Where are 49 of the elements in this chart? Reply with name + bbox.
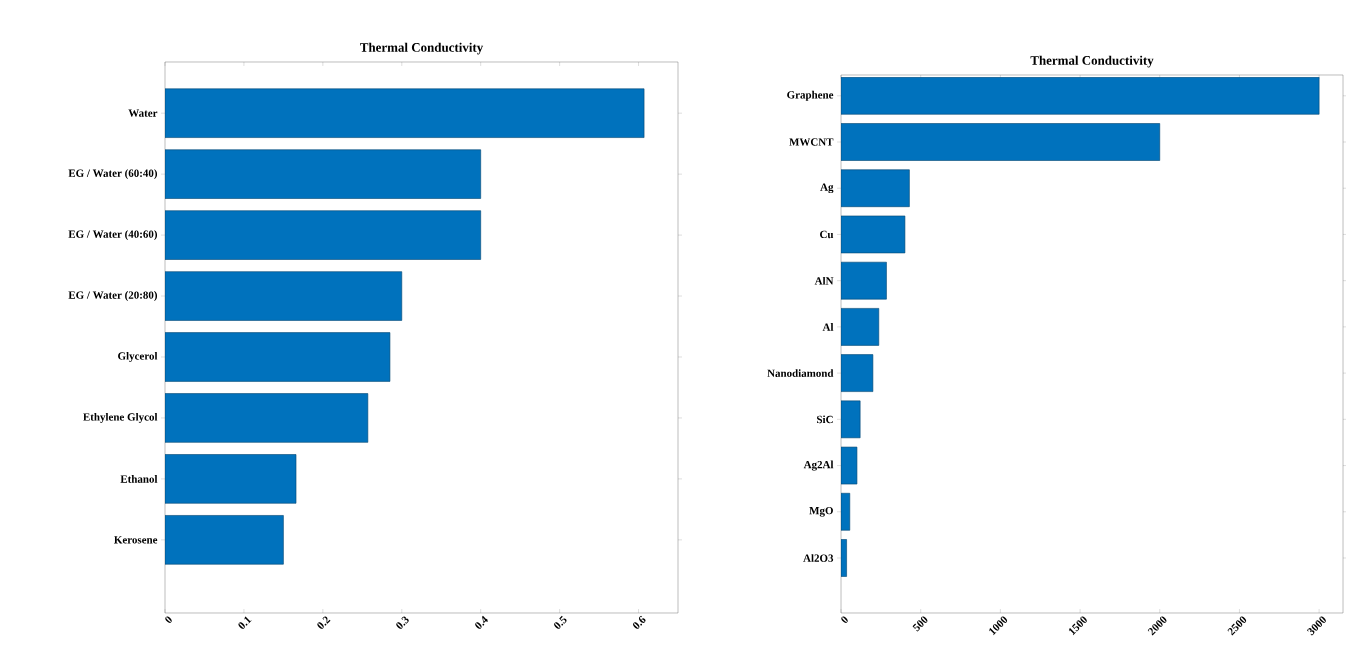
y-tick-label: MgO	[809, 506, 833, 517]
y-tick-label: EG / Water (40:60)	[68, 230, 158, 241]
x-tick-label: 0.2	[317, 616, 331, 629]
y-tick-label: EG / Water (20:80)	[68, 291, 158, 302]
y-tick-label: EG / Water (60:40)	[68, 169, 158, 180]
bar	[841, 308, 880, 346]
x-tick-label: 0.1	[238, 616, 252, 629]
x-tick-label: 0.5	[554, 615, 567, 629]
bar	[841, 77, 1320, 115]
bar	[165, 515, 284, 565]
bar	[841, 169, 910, 208]
y-tick-label: Glycerol	[118, 352, 158, 362]
y-tick-label: SiC	[817, 415, 833, 424]
y-tick-label: Cu	[820, 230, 834, 239]
bar	[165, 149, 481, 199]
bar	[841, 215, 906, 254]
bar	[165, 271, 403, 321]
bar	[165, 332, 391, 382]
bar	[841, 354, 874, 392]
chart-title: Thermal Conductivity	[360, 42, 484, 55]
bar	[165, 88, 645, 138]
bar	[841, 400, 861, 439]
y-tick-label: Ethanol	[120, 475, 158, 483]
x-tick-label: 0.4	[475, 615, 489, 629]
bar	[841, 492, 851, 531]
y-tick-label: Water	[128, 109, 158, 117]
chart-title: Thermal Conductivity	[1030, 55, 1154, 68]
y-tick-label: Ethylene Glycol	[83, 412, 158, 423]
y-tick-label: Al2O3	[803, 554, 834, 562]
y-tick-label: Ag	[820, 183, 834, 194]
x-tick-label: 0.3	[396, 616, 409, 629]
bar	[841, 446, 858, 485]
bar	[165, 210, 481, 260]
x-tick-label: 0.6	[633, 615, 646, 629]
bar	[165, 454, 297, 504]
bar	[841, 123, 1161, 161]
y-tick-label: Nanodiamond	[767, 369, 834, 377]
bar	[165, 393, 369, 443]
x-tick-label: 0	[841, 616, 848, 623]
x-tick-label: 0	[165, 616, 172, 623]
bar	[841, 539, 847, 577]
y-tick-label: AlN	[814, 276, 834, 285]
y-tick-label: Graphene	[787, 90, 834, 101]
y-tick-label: Ag2Al	[803, 460, 834, 471]
y-tick-label: Al	[822, 323, 834, 331]
x-tick-label: 500	[912, 616, 928, 632]
y-tick-label: Kerosene	[114, 536, 158, 544]
bar	[841, 261, 887, 300]
y-tick-label: MWCNT	[789, 138, 834, 146]
